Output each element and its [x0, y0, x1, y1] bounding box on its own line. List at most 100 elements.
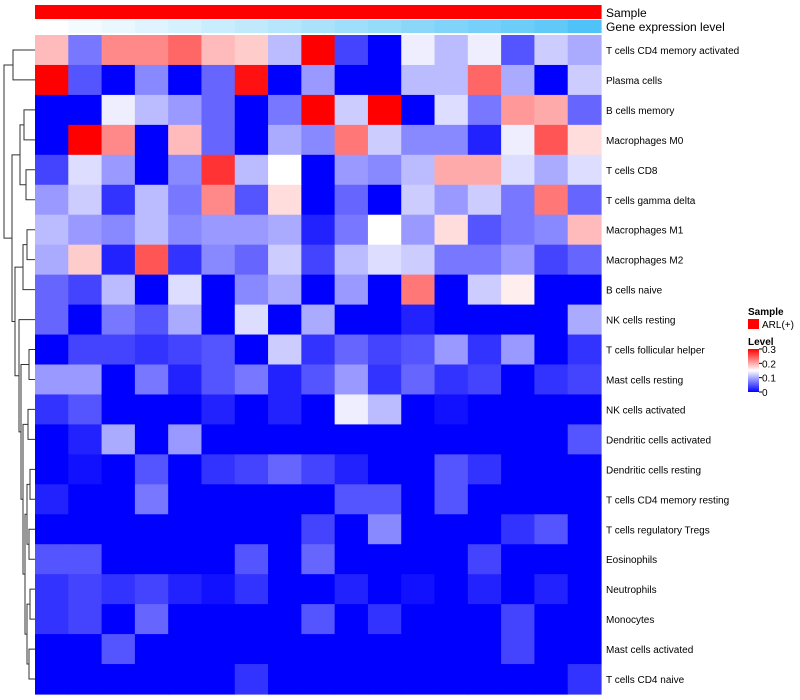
heatmap-cell [367, 214, 402, 246]
expression-track-cell [334, 20, 369, 33]
heatmap-cell [334, 334, 369, 366]
dendrogram-branch [3, 64, 13, 239]
heatmap-cell [168, 334, 203, 366]
heatmap-cell [567, 454, 602, 485]
heatmap-cell [367, 664, 402, 695]
heatmap-cell [434, 574, 469, 605]
heatmap-cell [101, 274, 136, 306]
heatmap-cell [367, 154, 402, 186]
heatmap-cell [534, 634, 569, 665]
heatmap-cell [501, 214, 536, 246]
heatmap-cell [268, 634, 302, 665]
heatmap-cell [301, 604, 336, 635]
sample-track-label: Sample [606, 6, 647, 20]
dendrogram-branch [11, 154, 20, 322]
sample-track-cell [168, 5, 203, 19]
heatmap-cell [401, 574, 436, 605]
heatmap-cell [434, 604, 469, 635]
heatmap-cell [134, 334, 169, 366]
legend-tick-label: 0.3 [762, 345, 776, 356]
heatmap-cell [367, 184, 402, 216]
legend: Sample ARL(+) Level 0.3 0.2 0.1 0 [748, 307, 794, 399]
heatmap-cell [301, 64, 336, 96]
heatmap-cell [268, 154, 302, 186]
heatmap-cell [401, 184, 436, 216]
heatmap-cell [434, 274, 469, 306]
sample-track-cell [434, 5, 469, 19]
sample-track-cell [367, 5, 402, 19]
heatmap-cell [301, 394, 336, 426]
heatmap-cell [168, 454, 203, 485]
heatmap-cell [101, 364, 136, 396]
expression-track-cell [101, 20, 136, 33]
heatmap-cell [234, 634, 269, 665]
heatmap-cell [134, 35, 169, 66]
legend-sample-title: Sample [748, 307, 784, 318]
dendrogram-branch [29, 468, 35, 500]
heatmap-cell [268, 214, 302, 246]
heatmap-cell [134, 214, 169, 246]
heatmap-cell [534, 574, 569, 605]
heatmap-cell [301, 634, 336, 665]
heatmap-cell [401, 424, 436, 455]
heatmap-cell [467, 244, 502, 276]
heatmap-cell [501, 64, 536, 96]
heatmap-cell [68, 94, 103, 126]
heatmap-cell [534, 274, 569, 306]
heatmap-cell [467, 334, 502, 366]
heatmap-cell [301, 274, 336, 306]
heatmap-cell [201, 514, 236, 545]
heatmap-cell [567, 35, 602, 66]
dendrogram-branch [23, 109, 35, 141]
row-label: NK cells resting [606, 316, 675, 327]
heatmap-cell [134, 274, 169, 306]
heatmap-cell [434, 334, 469, 366]
heatmap-cell [401, 274, 436, 306]
heatmap-cell [534, 484, 569, 515]
heatmap-cell [201, 664, 236, 695]
heatmap-cell [234, 514, 269, 545]
heatmap-cell [268, 334, 302, 366]
row-label: B cells memory [606, 106, 674, 117]
heatmap-cell [68, 664, 103, 695]
heatmap-cell [567, 304, 602, 336]
heatmap-cell [35, 484, 69, 515]
heatmap-cell [201, 184, 236, 216]
heatmap-cell [168, 574, 203, 605]
heatmap-cell [367, 244, 402, 276]
expression-track-cell [268, 20, 302, 33]
heatmap-cell [201, 394, 236, 426]
heatmap-cell [434, 664, 469, 695]
heatmap-cell [467, 424, 502, 455]
heatmap-cell [567, 334, 602, 366]
heatmap-cell [434, 304, 469, 336]
heatmap-cell [234, 394, 269, 426]
heatmap-cell [434, 244, 469, 276]
heatmap-cell [367, 484, 402, 515]
heatmap-cell [35, 664, 69, 695]
heatmap-cell [201, 634, 236, 665]
heatmap-cell [501, 184, 536, 216]
heatmap-cell [101, 484, 136, 515]
heatmap-cell [201, 154, 236, 186]
heatmap-cell [567, 634, 602, 665]
heatmap-cell [301, 454, 336, 485]
heatmap-cell [301, 514, 336, 545]
heatmap-cell [134, 304, 169, 336]
row-label: B cells naive [606, 286, 663, 297]
heatmap-cell [567, 154, 602, 186]
row-label: Dendritic cells resting [606, 465, 701, 476]
heatmap-cell [367, 274, 402, 306]
sample-track-cell [68, 5, 103, 19]
heatmap-cell [35, 364, 69, 396]
dendrogram-branch [19, 124, 26, 186]
heatmap-cell [234, 544, 269, 575]
heatmap-cell [168, 184, 203, 216]
expression-track-cell [168, 20, 203, 33]
heatmap-cell [268, 454, 302, 485]
sample-track-cell [201, 5, 236, 19]
heatmap-cell [268, 274, 302, 306]
heatmap-cell [134, 574, 169, 605]
heatmap-cell [35, 544, 69, 575]
